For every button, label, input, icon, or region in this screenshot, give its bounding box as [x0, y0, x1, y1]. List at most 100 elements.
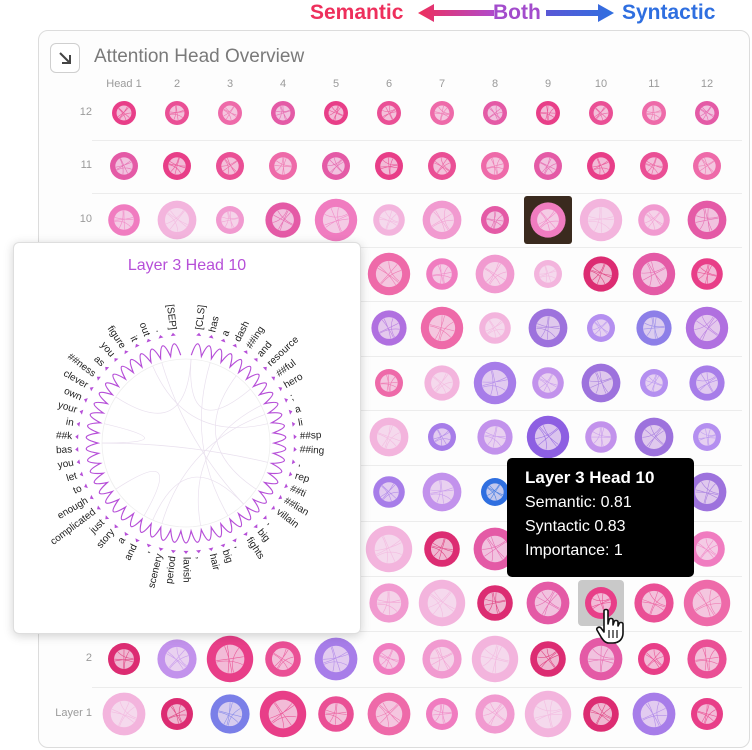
attention-head-cell[interactable]: [369, 417, 409, 457]
attention-head-cell[interactable]: [426, 698, 458, 730]
attention-head-cell[interactable]: [524, 196, 572, 244]
attention-head-cell[interactable]: [428, 423, 456, 451]
attention-head-cell[interactable]: [689, 365, 725, 401]
attention-head-cell[interactable]: [375, 152, 403, 180]
attention-head-cell[interactable]: [418, 579, 466, 627]
attention-head-cell[interactable]: [634, 583, 674, 623]
attention-head-cell[interactable]: [422, 472, 462, 512]
attention-head-cell[interactable]: [638, 643, 670, 675]
attention-head-cell[interactable]: [428, 152, 456, 180]
attention-head-cell[interactable]: [216, 152, 244, 180]
attention-head-cell[interactable]: [426, 258, 458, 290]
attention-head-cell[interactable]: [477, 419, 513, 455]
attention-head-cell[interactable]: [481, 206, 509, 234]
attention-head-cell[interactable]: [324, 101, 348, 125]
attention-head-cell[interactable]: [587, 314, 615, 342]
attention-head-cell[interactable]: [373, 476, 405, 508]
attention-head-cell[interactable]: [269, 152, 297, 180]
attention-head-cell[interactable]: [640, 369, 668, 397]
attention-head-cell[interactable]: [685, 306, 729, 350]
attention-head-cell[interactable]: [420, 306, 464, 350]
attention-head-cell[interactable]: [473, 361, 517, 405]
attention-head-cell[interactable]: [687, 639, 727, 679]
attention-head-cell[interactable]: [634, 417, 674, 457]
attention-head-cell[interactable]: [369, 583, 409, 623]
attention-head-cell[interactable]: [475, 254, 515, 294]
attention-head-cell[interactable]: [578, 580, 624, 626]
attention-head-cell[interactable]: [526, 581, 570, 625]
attention-head-cell[interactable]: [108, 643, 140, 675]
attention-head-cell[interactable]: [689, 531, 725, 567]
attention-head-cell[interactable]: [632, 252, 676, 296]
attention-head-cell[interactable]: [536, 101, 560, 125]
attention-head-cell[interactable]: [528, 308, 568, 348]
attention-head-cell[interactable]: [687, 200, 727, 240]
attention-head-cell[interactable]: [218, 101, 242, 125]
attention-head-cell[interactable]: [581, 363, 621, 403]
attention-head-cell[interactable]: [473, 527, 517, 571]
attention-head-cell[interactable]: [524, 690, 572, 738]
attention-head-cell[interactable]: [373, 643, 405, 675]
attention-head-cell[interactable]: [318, 696, 354, 732]
attention-head-cell[interactable]: [530, 641, 566, 677]
attention-head-cell[interactable]: [314, 198, 358, 242]
attention-head-cell[interactable]: [322, 152, 350, 180]
attention-head-cell[interactable]: [161, 698, 193, 730]
attention-head-cell[interactable]: [424, 531, 460, 567]
attention-head-cell[interactable]: [422, 639, 462, 679]
attention-head-cell[interactable]: [693, 423, 721, 451]
attention-head-cell[interactable]: [695, 101, 719, 125]
attention-head-cell[interactable]: [206, 635, 254, 683]
attention-head-cell[interactable]: [632, 692, 676, 736]
attention-head-cell[interactable]: [210, 694, 250, 734]
attention-head-cell[interactable]: [430, 101, 454, 125]
attention-head-cell[interactable]: [534, 260, 562, 288]
attention-head-cell[interactable]: [475, 694, 515, 734]
attention-head-cell[interactable]: [110, 152, 138, 180]
attention-head-cell[interactable]: [534, 152, 562, 180]
attention-head-cell[interactable]: [532, 367, 564, 399]
attention-head-cell[interactable]: [377, 101, 401, 125]
attention-head-cell[interactable]: [585, 421, 617, 453]
attention-head-cell[interactable]: [589, 101, 613, 125]
attention-head-cell[interactable]: [481, 152, 509, 180]
attention-head-cell[interactable]: [314, 637, 358, 681]
attention-head-cell[interactable]: [526, 415, 570, 459]
attention-head-cell[interactable]: [157, 200, 197, 240]
attention-head-cell[interactable]: [477, 585, 513, 621]
attention-head-cell[interactable]: [163, 152, 191, 180]
attention-head-cell[interactable]: [108, 204, 140, 236]
attention-head-cell[interactable]: [691, 698, 723, 730]
attention-head-cell[interactable]: [367, 692, 411, 736]
attention-head-cell[interactable]: [693, 152, 721, 180]
attention-head-cell[interactable]: [579, 637, 623, 681]
attention-head-cell[interactable]: [165, 101, 189, 125]
attention-head-cell[interactable]: [691, 258, 723, 290]
attention-head-cell[interactable]: [216, 206, 244, 234]
attention-head-cell[interactable]: [112, 101, 136, 125]
attention-head-cell[interactable]: [157, 639, 197, 679]
attention-head-cell[interactable]: [373, 204, 405, 236]
attention-head-cell[interactable]: [271, 101, 295, 125]
attention-head-cell[interactable]: [642, 101, 666, 125]
attention-head-cell[interactable]: [579, 198, 623, 242]
attention-head-cell[interactable]: [481, 478, 509, 506]
attention-head-cell[interactable]: [375, 369, 403, 397]
attention-head-cell[interactable]: [265, 641, 301, 677]
attention-head-cell[interactable]: [367, 252, 411, 296]
attention-head-cell[interactable]: [471, 635, 519, 683]
attention-head-cell[interactable]: [422, 200, 462, 240]
attention-head-cell[interactable]: [102, 692, 146, 736]
collapse-button[interactable]: [50, 43, 80, 73]
attention-head-cell[interactable]: [424, 365, 460, 401]
attention-head-cell[interactable]: [265, 202, 301, 238]
attention-head-cell[interactable]: [371, 310, 407, 346]
attention-head-cell[interactable]: [479, 312, 511, 344]
attention-head-cell[interactable]: [483, 101, 507, 125]
attention-head-cell[interactable]: [638, 204, 670, 236]
attention-head-cell[interactable]: [259, 690, 307, 738]
attention-head-cell[interactable]: [365, 525, 413, 573]
attention-head-cell[interactable]: [587, 152, 615, 180]
attention-head-cell[interactable]: [687, 472, 727, 512]
attention-head-cell[interactable]: [640, 152, 668, 180]
